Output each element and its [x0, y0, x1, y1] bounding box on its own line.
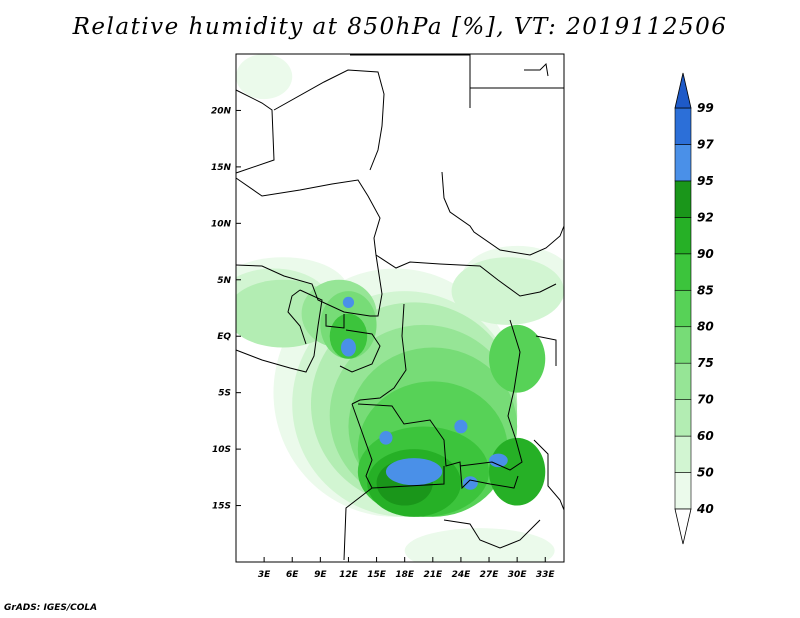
border-line	[535, 335, 557, 366]
colorbar-segment	[674, 253, 692, 291]
y-tick-label: 15N	[211, 163, 232, 173]
border-line	[351, 303, 407, 405]
humidity-field	[236, 54, 564, 562]
humidity-region	[451, 257, 564, 325]
humidity-region	[462, 476, 478, 490]
colorbar-segment	[674, 180, 692, 218]
colorbar-segment	[674, 326, 692, 364]
humidity-region	[404, 528, 555, 562]
border-line	[524, 62, 549, 77]
latitude-ticks: 20N 15N 10N 5N EQ 5S 10S 15S	[211, 106, 241, 512]
y-tick-label: 5N	[217, 276, 231, 286]
x-tick-label: 27E	[480, 570, 500, 580]
x-tick-label: 9E	[314, 570, 327, 580]
colorbar-segment	[674, 362, 692, 400]
border-line	[343, 403, 373, 561]
credit-label: GrADS: IGES/COLA	[4, 603, 98, 613]
border-line	[459, 319, 523, 471]
colorbar-label: 60	[697, 429, 714, 443]
x-tick-label: 33E	[536, 570, 556, 580]
border-line	[339, 329, 381, 373]
humidity-region	[329, 313, 368, 359]
y-tick-label: 15S	[212, 502, 231, 512]
colorbar-segment	[674, 399, 692, 437]
colorbar-max-arrow	[674, 72, 692, 109]
colorbar-label: 75	[697, 356, 714, 370]
x-tick-label: 6E	[286, 570, 299, 580]
colorbar-label: 92	[697, 210, 714, 224]
colorbar-segment	[674, 107, 692, 145]
colorbar-segment	[674, 144, 692, 182]
colorbar-min-arrow	[674, 508, 692, 545]
humidity-region	[342, 296, 355, 308]
colorbar: 40 50 60 70 75 80 85 90 92 95 97 99	[674, 72, 714, 545]
border-line	[371, 466, 445, 489]
x-tick-label: 30E	[508, 570, 528, 580]
x-tick-label: 21E	[423, 570, 443, 580]
colorbar-label: 85	[697, 283, 714, 297]
humidity-region	[236, 54, 293, 100]
y-tick-label: 20N	[211, 106, 232, 116]
y-tick-label: 10S	[212, 445, 231, 455]
border-line	[357, 403, 519, 490]
colorbar-segment	[674, 472, 692, 510]
colorbar-segment	[674, 289, 692, 328]
colorbar-label: 80	[697, 320, 714, 334]
border-line	[350, 54, 471, 108]
country-borders	[235, 54, 565, 561]
x-tick-label: 3E	[258, 570, 271, 580]
y-tick-label: 10N	[211, 219, 232, 229]
humidity-region	[489, 453, 508, 468]
humidity-region	[385, 458, 443, 486]
border-line	[533, 439, 565, 511]
humidity-region	[379, 431, 393, 445]
coastline	[287, 289, 307, 345]
colorbar-label: 99	[697, 101, 714, 115]
border-line	[325, 314, 345, 329]
colorbar-label: 70	[697, 393, 714, 407]
colorbar-segment	[674, 217, 692, 255]
border-line	[235, 89, 275, 174]
colorbar-label: 95	[697, 174, 714, 188]
x-tick-label: 24E	[452, 570, 472, 580]
border-line	[375, 254, 557, 297]
x-tick-label: 15E	[367, 570, 387, 580]
x-tick-label: 18E	[395, 570, 415, 580]
plot-frame	[235, 53, 565, 563]
border-line	[235, 254, 383, 317]
coastline	[235, 289, 323, 373]
humidity-region	[489, 437, 546, 506]
y-tick-label: EQ	[217, 332, 231, 342]
border-line	[273, 69, 385, 171]
border-line	[235, 177, 381, 256]
humidity-region	[340, 338, 356, 357]
humidity-region	[454, 419, 468, 434]
colorbar-label: 40	[696, 502, 714, 516]
border-line	[441, 171, 565, 256]
chart-title: Relative humidity at 850hPa [%], VT: 201…	[72, 14, 728, 40]
border-line	[443, 519, 541, 549]
y-tick-label: 5S	[218, 389, 231, 399]
humidity-region	[489, 324, 546, 393]
colorbar-label: 50	[697, 466, 714, 480]
colorbar-segment	[674, 435, 692, 473]
colorbar-label: 97	[697, 137, 714, 151]
x-tick-label: 12E	[339, 570, 359, 580]
longitude-ticks: 3E 6E 9E 12E 15E 18E 21E 24E 27E 30E 33E	[258, 557, 556, 580]
colorbar-label: 90	[697, 247, 714, 261]
